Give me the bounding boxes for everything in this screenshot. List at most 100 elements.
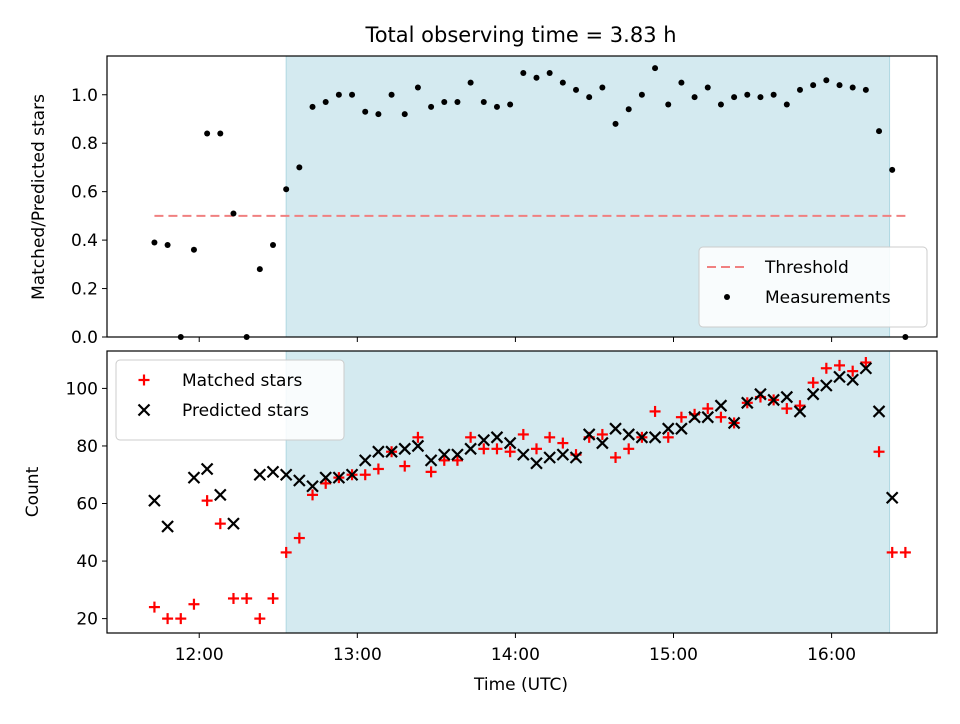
predicted-point — [767, 393, 780, 407]
legend-label: Threshold — [764, 258, 849, 278]
x-tick-label: 12:00 — [175, 645, 224, 665]
top-y-tick-label: 0.6 — [71, 183, 98, 203]
predicted-point — [846, 373, 859, 387]
predicted-point — [411, 439, 425, 453]
x-tick-label: 13:00 — [333, 645, 382, 665]
bottom-y-tick-label: 20 — [76, 610, 98, 630]
measurement-point — [796, 86, 803, 93]
matched-point — [478, 443, 490, 455]
measurement-point — [546, 69, 553, 76]
predicted-point — [385, 445, 398, 458]
measurement-point — [164, 241, 171, 248]
matched-point — [886, 546, 898, 558]
predicted-point — [372, 445, 385, 458]
matched-point — [834, 359, 846, 371]
legend-label: Predicted stars — [182, 401, 309, 421]
matched-point — [662, 431, 674, 443]
predicted-point — [345, 468, 359, 482]
predicted-point — [872, 405, 886, 418]
top-y-tick-label: 0.0 — [71, 328, 98, 348]
measurement-point — [217, 130, 224, 137]
measurement-point — [652, 65, 659, 72]
predicted-point — [266, 465, 280, 479]
measurement-point — [849, 84, 856, 91]
predicted-point — [477, 433, 491, 447]
predicted-point — [187, 471, 201, 484]
matched-point — [596, 428, 608, 440]
matched-point — [280, 546, 292, 558]
predicted-point — [306, 479, 319, 493]
measurement-point — [309, 103, 316, 110]
matched-point — [715, 411, 727, 423]
predicted-point — [214, 488, 227, 502]
top-panel: 0.0 0.2 0.4 0.6 0.8 1.0 Threshold Measurements — [71, 55, 938, 348]
predicted-point — [635, 431, 649, 444]
matched-point — [530, 443, 542, 455]
matched-point — [359, 469, 371, 481]
matched-point — [438, 454, 450, 466]
measurement-point — [638, 91, 645, 98]
measurement-point — [507, 101, 514, 108]
x-tick-label: 14:00 — [491, 645, 540, 665]
predicted-point — [503, 436, 517, 450]
top-y-tick-label: 1.0 — [71, 86, 98, 106]
matched-point — [675, 411, 687, 423]
predicted-point — [582, 428, 596, 441]
measurement-point — [665, 101, 672, 108]
matched-point — [781, 403, 793, 415]
measurement-point — [388, 91, 395, 98]
predicted-point — [319, 471, 332, 484]
legend-matched-swatch — [138, 374, 150, 386]
predicted-point — [490, 431, 504, 444]
measurement-point — [441, 99, 448, 106]
matched-point — [649, 405, 661, 417]
top-y-axis-label: Matched/Predicted stars — [29, 94, 49, 300]
predicted-point — [609, 422, 622, 435]
predicted-point — [675, 422, 688, 435]
matched-point — [267, 592, 279, 604]
predicted-point — [714, 399, 728, 412]
matched-point — [860, 357, 872, 369]
measurement-point — [586, 94, 593, 101]
matched-point — [254, 613, 266, 625]
bottom-y-tick-label: 100 — [66, 379, 98, 399]
predicted-point — [517, 448, 530, 461]
predicted-point — [530, 456, 543, 470]
matched-point — [201, 495, 213, 507]
predicted-point — [279, 468, 293, 482]
measurement-point — [467, 79, 474, 86]
chart-title: Total observing time = 3.83 h — [364, 23, 676, 47]
measurement-point — [599, 84, 606, 91]
top-y-tick-label: 0.4 — [71, 231, 98, 251]
measurement-point — [335, 91, 342, 98]
matched-point — [504, 446, 516, 458]
predicted-point — [780, 390, 794, 404]
bottom-panel: 20 40 60 80 100 12:00 13:00 14:00 15:00 16:00 Matc… — [66, 350, 938, 665]
measurement-point — [889, 166, 896, 173]
measurement-point — [322, 99, 329, 106]
measurement-point — [717, 101, 724, 108]
matched-point — [517, 428, 529, 440]
predicted-point — [253, 468, 267, 482]
matched-point — [399, 460, 411, 472]
top-y-tick-label: 0.2 — [71, 280, 98, 300]
measurement-point — [414, 84, 421, 91]
matched-point — [451, 454, 463, 466]
matched-point — [544, 431, 556, 443]
matched-point — [188, 598, 200, 610]
predicted-point — [227, 517, 240, 530]
measurement-point — [744, 91, 751, 98]
matched-point — [873, 446, 885, 458]
measurement-point — [256, 266, 263, 273]
matched-point — [702, 403, 714, 415]
bottom-observing-span — [285, 350, 891, 634]
predicted-point — [701, 410, 715, 424]
measurement-point — [823, 77, 830, 84]
measurement-point — [573, 86, 580, 93]
measurement-point — [362, 108, 369, 115]
x-tick-label: 15:00 — [649, 645, 698, 665]
legend-predicted-swatch — [137, 403, 151, 417]
measurement-point — [731, 94, 738, 101]
predicted-point — [358, 454, 372, 467]
matched-point — [148, 601, 160, 613]
